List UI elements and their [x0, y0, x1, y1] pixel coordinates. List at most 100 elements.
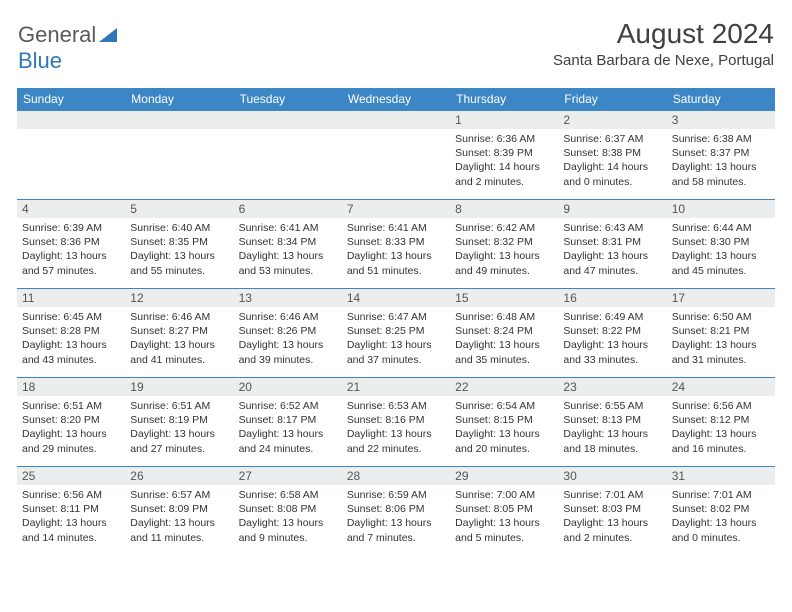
day-cell: 8Sunrise: 6:42 AMSunset: 8:32 PMDaylight…	[450, 200, 558, 288]
week-row: 11Sunrise: 6:45 AMSunset: 8:28 PMDayligh…	[17, 288, 775, 377]
day-details: Sunrise: 6:54 AMSunset: 8:15 PMDaylight:…	[450, 396, 558, 459]
day-details: Sunrise: 7:01 AMSunset: 8:03 PMDaylight:…	[558, 485, 666, 548]
day-cell: 28Sunrise: 6:59 AMSunset: 8:06 PMDayligh…	[342, 467, 450, 555]
day-cell: 30Sunrise: 7:01 AMSunset: 8:03 PMDayligh…	[558, 467, 666, 555]
week-row: 25Sunrise: 6:56 AMSunset: 8:11 PMDayligh…	[17, 466, 775, 555]
day-number: 6	[234, 200, 342, 218]
day-number: 16	[558, 289, 666, 307]
title-block: August 2024 Santa Barbara de Nexe, Portu…	[553, 18, 774, 69]
day-details: Sunrise: 6:46 AMSunset: 8:26 PMDaylight:…	[234, 307, 342, 370]
week-row: 18Sunrise: 6:51 AMSunset: 8:20 PMDayligh…	[17, 377, 775, 466]
day-details: Sunrise: 6:37 AMSunset: 8:38 PMDaylight:…	[558, 129, 666, 192]
day-number: 19	[125, 378, 233, 396]
day-cell: 12Sunrise: 6:46 AMSunset: 8:27 PMDayligh…	[125, 289, 233, 377]
dow-cell: Friday	[558, 88, 666, 110]
week-row: 1Sunrise: 6:36 AMSunset: 8:39 PMDaylight…	[17, 110, 775, 199]
day-details: Sunrise: 6:59 AMSunset: 8:06 PMDaylight:…	[342, 485, 450, 548]
day-cell	[342, 111, 450, 199]
day-cell: 22Sunrise: 6:54 AMSunset: 8:15 PMDayligh…	[450, 378, 558, 466]
day-number: 1	[450, 111, 558, 129]
day-details: Sunrise: 6:43 AMSunset: 8:31 PMDaylight:…	[558, 218, 666, 281]
day-number: 7	[342, 200, 450, 218]
header: General Blue August 2024 Santa Barbara d…	[0, 0, 792, 82]
day-cell: 14Sunrise: 6:47 AMSunset: 8:25 PMDayligh…	[342, 289, 450, 377]
day-number: 5	[125, 200, 233, 218]
day-details: Sunrise: 6:56 AMSunset: 8:11 PMDaylight:…	[17, 485, 125, 548]
day-details: Sunrise: 6:41 AMSunset: 8:34 PMDaylight:…	[234, 218, 342, 281]
day-number: 27	[234, 467, 342, 485]
logo-general: General	[18, 22, 96, 47]
day-details: Sunrise: 7:00 AMSunset: 8:05 PMDaylight:…	[450, 485, 558, 548]
day-cell: 21Sunrise: 6:53 AMSunset: 8:16 PMDayligh…	[342, 378, 450, 466]
day-number: 20	[234, 378, 342, 396]
day-number: 10	[667, 200, 775, 218]
dow-cell: Monday	[125, 88, 233, 110]
day-cell	[125, 111, 233, 199]
day-cell: 26Sunrise: 6:57 AMSunset: 8:09 PMDayligh…	[125, 467, 233, 555]
day-details: Sunrise: 6:47 AMSunset: 8:25 PMDaylight:…	[342, 307, 450, 370]
day-number: 17	[667, 289, 775, 307]
day-details: Sunrise: 6:50 AMSunset: 8:21 PMDaylight:…	[667, 307, 775, 370]
day-details: Sunrise: 6:46 AMSunset: 8:27 PMDaylight:…	[125, 307, 233, 370]
day-number: 22	[450, 378, 558, 396]
day-number	[342, 111, 450, 129]
day-details: Sunrise: 6:51 AMSunset: 8:20 PMDaylight:…	[17, 396, 125, 459]
day-cell	[234, 111, 342, 199]
day-number: 25	[17, 467, 125, 485]
day-cell: 4Sunrise: 6:39 AMSunset: 8:36 PMDaylight…	[17, 200, 125, 288]
day-number: 28	[342, 467, 450, 485]
day-cell: 5Sunrise: 6:40 AMSunset: 8:35 PMDaylight…	[125, 200, 233, 288]
day-cell: 20Sunrise: 6:52 AMSunset: 8:17 PMDayligh…	[234, 378, 342, 466]
logo-text: General Blue	[18, 18, 117, 74]
dow-cell: Saturday	[667, 88, 775, 110]
day-number: 4	[17, 200, 125, 218]
day-number: 24	[667, 378, 775, 396]
day-cell: 11Sunrise: 6:45 AMSunset: 8:28 PMDayligh…	[17, 289, 125, 377]
day-cell: 16Sunrise: 6:49 AMSunset: 8:22 PMDayligh…	[558, 289, 666, 377]
day-cell: 31Sunrise: 7:01 AMSunset: 8:02 PMDayligh…	[667, 467, 775, 555]
day-cell: 6Sunrise: 6:41 AMSunset: 8:34 PMDaylight…	[234, 200, 342, 288]
day-details: Sunrise: 6:51 AMSunset: 8:19 PMDaylight:…	[125, 396, 233, 459]
day-cell: 7Sunrise: 6:41 AMSunset: 8:33 PMDaylight…	[342, 200, 450, 288]
day-cell: 2Sunrise: 6:37 AMSunset: 8:38 PMDaylight…	[558, 111, 666, 199]
day-number: 3	[667, 111, 775, 129]
day-number: 11	[17, 289, 125, 307]
day-number: 12	[125, 289, 233, 307]
day-cell: 3Sunrise: 6:38 AMSunset: 8:37 PMDaylight…	[667, 111, 775, 199]
day-number: 14	[342, 289, 450, 307]
day-details: Sunrise: 6:56 AMSunset: 8:12 PMDaylight:…	[667, 396, 775, 459]
day-details: Sunrise: 6:36 AMSunset: 8:39 PMDaylight:…	[450, 129, 558, 192]
day-number: 2	[558, 111, 666, 129]
day-number	[125, 111, 233, 129]
week-row: 4Sunrise: 6:39 AMSunset: 8:36 PMDaylight…	[17, 199, 775, 288]
day-details: Sunrise: 6:58 AMSunset: 8:08 PMDaylight:…	[234, 485, 342, 548]
logo-triangle-icon	[99, 22, 117, 48]
day-details: Sunrise: 6:39 AMSunset: 8:36 PMDaylight:…	[17, 218, 125, 281]
day-details: Sunrise: 6:55 AMSunset: 8:13 PMDaylight:…	[558, 396, 666, 459]
day-cell: 23Sunrise: 6:55 AMSunset: 8:13 PMDayligh…	[558, 378, 666, 466]
day-details: Sunrise: 6:45 AMSunset: 8:28 PMDaylight:…	[17, 307, 125, 370]
day-number: 26	[125, 467, 233, 485]
day-details: Sunrise: 6:52 AMSunset: 8:17 PMDaylight:…	[234, 396, 342, 459]
day-details: Sunrise: 6:53 AMSunset: 8:16 PMDaylight:…	[342, 396, 450, 459]
day-cell: 10Sunrise: 6:44 AMSunset: 8:30 PMDayligh…	[667, 200, 775, 288]
day-cell: 29Sunrise: 7:00 AMSunset: 8:05 PMDayligh…	[450, 467, 558, 555]
month-title: August 2024	[553, 18, 774, 50]
day-cell: 24Sunrise: 6:56 AMSunset: 8:12 PMDayligh…	[667, 378, 775, 466]
day-number	[234, 111, 342, 129]
day-details: Sunrise: 7:01 AMSunset: 8:02 PMDaylight:…	[667, 485, 775, 548]
dow-cell: Thursday	[450, 88, 558, 110]
day-cell: 9Sunrise: 6:43 AMSunset: 8:31 PMDaylight…	[558, 200, 666, 288]
dow-cell: Tuesday	[234, 88, 342, 110]
day-cell: 15Sunrise: 6:48 AMSunset: 8:24 PMDayligh…	[450, 289, 558, 377]
day-details: Sunrise: 6:48 AMSunset: 8:24 PMDaylight:…	[450, 307, 558, 370]
day-number: 30	[558, 467, 666, 485]
day-details: Sunrise: 6:41 AMSunset: 8:33 PMDaylight:…	[342, 218, 450, 281]
day-of-week-header: SundayMondayTuesdayWednesdayThursdayFrid…	[17, 88, 775, 110]
day-details: Sunrise: 6:49 AMSunset: 8:22 PMDaylight:…	[558, 307, 666, 370]
day-cell: 27Sunrise: 6:58 AMSunset: 8:08 PMDayligh…	[234, 467, 342, 555]
logo-blue: Blue	[18, 48, 62, 73]
day-details: Sunrise: 6:57 AMSunset: 8:09 PMDaylight:…	[125, 485, 233, 548]
dow-cell: Sunday	[17, 88, 125, 110]
location: Santa Barbara de Nexe, Portugal	[553, 52, 774, 69]
